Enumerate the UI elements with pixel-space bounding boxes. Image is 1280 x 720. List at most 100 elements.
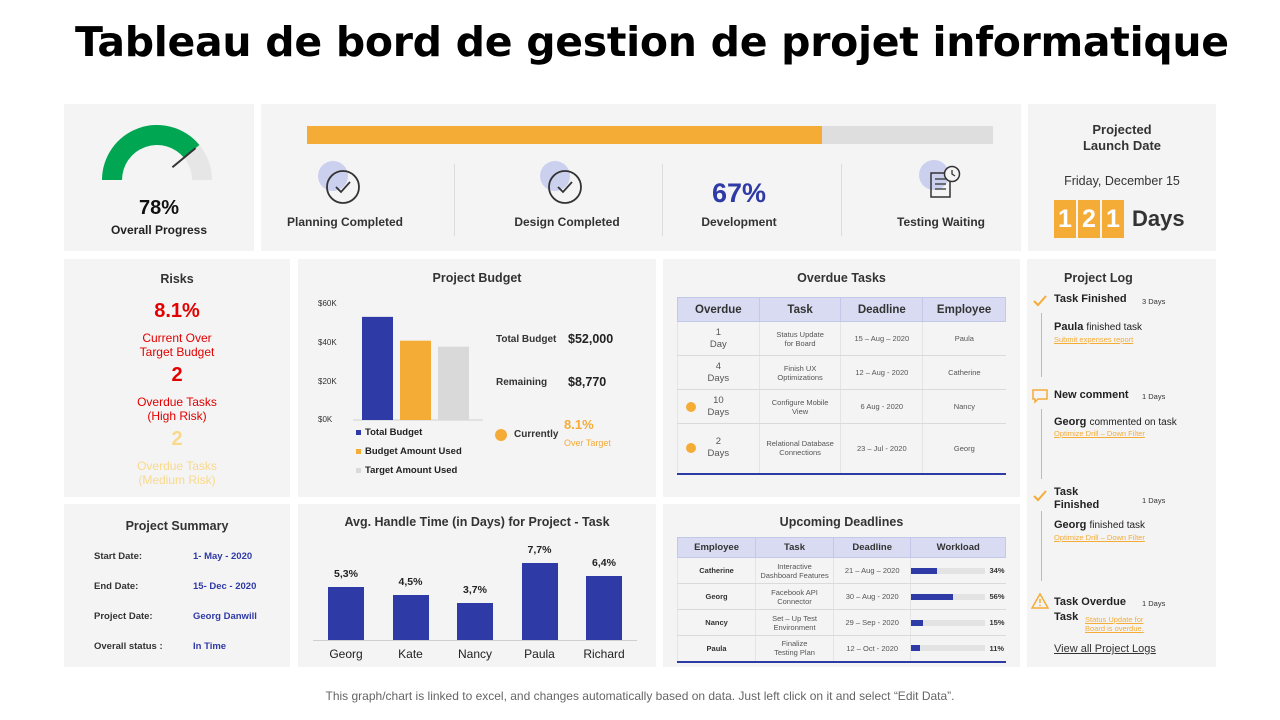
deadline: 30 – Aug - 2020 [832, 583, 911, 610]
workload-pct: 34% [989, 566, 1005, 575]
log-timeline [1041, 409, 1042, 479]
employee: Nancy [676, 609, 756, 636]
handle-bar[interactable] [586, 576, 622, 640]
column-header[interactable]: Employee [676, 537, 757, 558]
employee: Georg [922, 423, 1006, 474]
workload-pct: 15% [989, 618, 1005, 627]
table-row[interactable]: 4 Days Finish UX Optimizations 12 – Aug - … [677, 355, 1006, 390]
phase-design-label: Design Completed [514, 215, 620, 229]
project-summary-panel[interactable]: Project Summary Start Date: 1- May - 202… [64, 504, 290, 667]
budget-ytick: $20K [318, 377, 337, 386]
launch-date-title: Projected Launch Date [1082, 122, 1161, 153]
view-all-logs-link[interactable]: View all Project Logs [1054, 643, 1156, 655]
project-log-panel[interactable]: Project Log Task Finished 3 Days Paula f… [1027, 259, 1216, 667]
total-budget-value: $52,000 [568, 332, 614, 346]
table-row[interactable]: Georg Facebook API Connector 30 – Aug - 2… [676, 583, 1006, 610]
handle-bar[interactable] [521, 563, 558, 640]
budget-ytick: $0K [318, 415, 333, 424]
handle-category-label: Nancy [457, 647, 492, 661]
task-name: Facebook API Connector [755, 583, 834, 610]
phase-progress-bar [307, 126, 993, 144]
table-header-row: Employee Task Deadline Workload [676, 537, 1006, 558]
handle-value-label: 7,7% [527, 544, 552, 556]
column-header[interactable]: Task [758, 297, 842, 322]
table-row[interactable]: Paula Finalize Testing Plan 12 – Oct - 20… [676, 635, 1006, 662]
overall-progress-label: Overall Progress [110, 223, 208, 237]
countdown-unit: Days [1132, 206, 1185, 231]
log-entry-age: 1 Days [1142, 392, 1166, 401]
page-title: Tableau de bord de gestion de projet inf… [75, 18, 1229, 66]
phase-divider [662, 164, 663, 236]
employee: Catherine [676, 557, 756, 584]
phase-planning-label: Planning Completed [286, 215, 403, 229]
risk-high-label: Overdue Tasks (High Risk) [137, 395, 217, 423]
upcoming-deadlines-panel[interactable]: Upcoming Deadlines Employee Task Deadlin… [663, 504, 1020, 667]
log-entry-text: Paula finished task [1054, 321, 1143, 333]
log-entry-head: Task Finished [1054, 486, 1100, 511]
task-name: Relational Database Connections [758, 423, 841, 474]
column-header[interactable]: Task [755, 537, 834, 558]
task-name: Configure Mobile View [758, 389, 841, 424]
currently-dot [495, 429, 507, 441]
risks-panel[interactable]: Risks 8.1% Current Over Target Budget 2 … [64, 259, 290, 497]
deadline: 6 Aug - 2020 [840, 389, 923, 424]
column-header[interactable]: Overdue [677, 297, 760, 322]
deadline: 12 – Oct - 2020 [832, 635, 911, 662]
log-entry-link[interactable]: Submit expenses report [1054, 335, 1134, 344]
launch-date-panel[interactable]: Projected Launch Date Friday, December 1… [1028, 104, 1216, 251]
column-header[interactable]: Deadline [840, 297, 924, 322]
column-header[interactable]: Employee [922, 297, 1006, 322]
log-entry-link[interactable]: Status Update for Board is overdue. [1085, 615, 1144, 633]
log-entry-text: Georg finished task [1054, 519, 1146, 531]
task-name: Finish UX Optimizations [758, 355, 841, 390]
log-entry-link[interactable]: Optimize Drill – Down Filter [1054, 533, 1145, 542]
table-row[interactable]: 10 Days Configure Mobile View 6 Aug - 2020… [677, 389, 1006, 424]
overdue-table: Overdue Task Deadline Employee 1 Day Stat… [677, 297, 1006, 475]
overall-status-value: In Time [193, 641, 227, 652]
warning-icon [1031, 593, 1049, 609]
workload-bar [911, 593, 986, 600]
phase-progress-fill [307, 126, 822, 144]
workload-bar [911, 567, 986, 574]
handle-category-label: Kate [398, 647, 423, 661]
overdue-tasks-panel[interactable]: Overdue Tasks Overdue Task Deadline Empl… [663, 259, 1020, 497]
countdown-digit: 2 [1078, 200, 1100, 238]
phase-divider [841, 164, 842, 236]
budget-legend-target: Target Amount Used [356, 465, 457, 476]
table-row[interactable]: Nancy Set – Up Test Environment 29 – Sep … [676, 609, 1006, 636]
table-row[interactable]: Catherine Interactive Dashboard Features … [676, 557, 1006, 584]
currently-label: Currently [514, 429, 559, 440]
table-row[interactable]: 2 Days Relational Database Connections 23 … [677, 423, 1006, 474]
budget-bar[interactable] [362, 316, 393, 420]
handle-bar[interactable] [457, 603, 493, 640]
log-entry-link[interactable]: Optimize Drill – Down Filter [1054, 429, 1145, 438]
table-row[interactable]: 1 Day Status Update for Board 15 – Aug – 2… [677, 321, 1006, 356]
progress-gauge [94, 124, 224, 194]
budget-ytick: $60K [318, 299, 337, 308]
column-header[interactable]: Workload [910, 537, 1006, 558]
phases-panel[interactable]: Planning Completed Design Completed 67% … [261, 104, 1021, 251]
workload-fill [911, 619, 923, 626]
column-header[interactable]: Deadline [832, 537, 912, 558]
project-budget-panel[interactable]: Project Budget $60K $40K $20K $0K Total … [298, 259, 656, 497]
overall-progress-panel[interactable]: 78% Overall Progress [64, 104, 254, 251]
check-icon [1033, 490, 1047, 502]
handle-bar[interactable] [328, 587, 364, 640]
handle-time-panel[interactable]: Avg. Handle Time (in Days) for Project -… [298, 504, 656, 667]
handle-category-label: Richard [583, 647, 625, 661]
start-date-value: 1- May - 2020 [193, 551, 253, 562]
days-countdown: 1 2 1 Days [1054, 200, 1185, 238]
risk-budget-label: Current Over Target Budget [139, 331, 215, 359]
budget-bar[interactable] [400, 340, 431, 420]
launch-date-value: Friday, December 15 [1064, 174, 1180, 188]
remaining-label: Remaining [496, 377, 548, 388]
budget-bar[interactable] [438, 346, 469, 420]
employee: Paula [676, 635, 756, 662]
overdue-days: 1 Day [677, 321, 760, 356]
budget-legend-total: Total Budget [356, 427, 422, 438]
table-header-row: Overdue Task Deadline Employee [677, 297, 1006, 322]
log-entry-age: 1 Days [1142, 496, 1166, 505]
upcoming-table: Employee Task Deadline Workload Catherin… [676, 537, 1006, 663]
handle-x-axis [313, 640, 637, 641]
handle-bar[interactable] [392, 595, 429, 640]
